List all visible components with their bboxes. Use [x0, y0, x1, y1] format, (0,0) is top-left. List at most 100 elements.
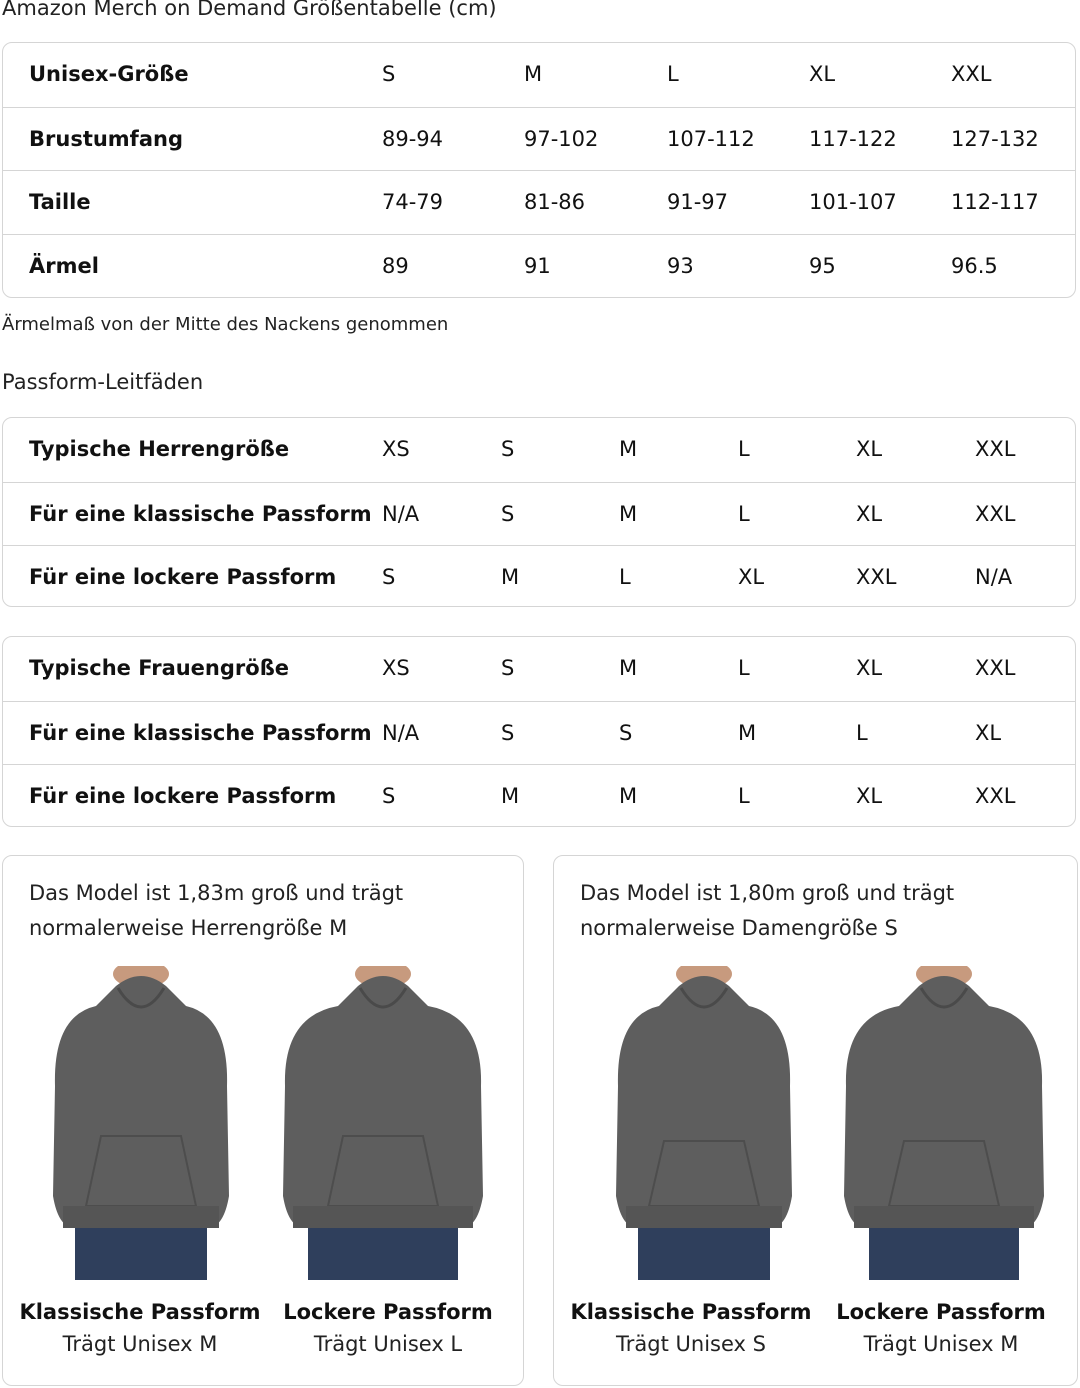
row-label: Typische Herrengröße — [29, 437, 290, 461]
table-cell: 97-102 — [524, 126, 599, 151]
table-cell: XL — [738, 565, 765, 589]
fit-label: Klassische Passform — [570, 1300, 812, 1324]
table-cell: M — [619, 501, 638, 526]
table-row: Unisex-Größe S M L XL XXL — [3, 43, 1075, 107]
fit-label: Lockere Passform — [283, 1300, 493, 1324]
table-cell: L — [619, 565, 631, 589]
table-cell: S — [501, 720, 515, 745]
table-cell: XL — [975, 720, 1002, 745]
table-cell: L — [667, 62, 679, 86]
table-cell: N/A — [382, 720, 420, 745]
table-cell: N/A — [382, 501, 420, 526]
fit-size: Trägt Unisex M — [62, 1332, 218, 1356]
hoodie-model-photo — [36, 960, 246, 1280]
table-cell: XL — [856, 437, 883, 461]
women-fit-table: Typische Frauengröße XS S M L XL XXL Für eine k… — [2, 636, 1076, 827]
table-cell: 93 — [667, 253, 694, 278]
row-label: Für eine klassische Passform — [29, 720, 372, 745]
table-cell: XL — [856, 656, 883, 680]
table-cell: 74-79 — [382, 190, 444, 214]
table-cell: 127-132 — [951, 126, 1039, 151]
table-cell: 91 — [524, 253, 551, 278]
table-row: Typische Herrengröße XS S M L XL XXL — [3, 418, 1075, 482]
table-cell: XL — [809, 62, 836, 86]
table-cell: XXL — [975, 437, 1016, 461]
hoodie-model-photo — [839, 960, 1049, 1280]
table-row: Für eine klassische Passform N/A S M L XL XXL — [3, 481, 1075, 546]
men-fit-table: Typische Herrengröße XS S M L XL XXL Für eine k… — [2, 417, 1076, 607]
table-cell: 112-117 — [951, 190, 1039, 214]
fit-guide-heading: Passform-Leitfäden — [2, 370, 204, 394]
page-title: Amazon Merch on Demand Größentabelle (cm… — [2, 0, 497, 20]
table-cell: M — [738, 720, 757, 745]
table-cell: 107-112 — [667, 126, 755, 151]
row-label: Typische Frauengröße — [29, 656, 290, 680]
table-cell: XXL — [975, 656, 1016, 680]
table-cell: M — [619, 784, 638, 808]
table-cell: L — [738, 656, 750, 680]
table-cell: L — [856, 720, 868, 745]
table-row: Typische Frauengröße XS S M L XL XXL — [3, 637, 1075, 701]
table-row: Für eine lockere Passform S M M L XL XXL — [3, 764, 1075, 826]
fit-size: Trägt Unisex M — [863, 1332, 1019, 1356]
table-cell: L — [738, 501, 750, 526]
table-row: Brustumfang 89-94 97-102 107-112 117-122 127-… — [3, 106, 1075, 171]
table-cell: XL — [856, 784, 883, 808]
table-row: Taille 74-79 81-86 91-97 101-107 112-117 — [3, 170, 1075, 234]
table-cell: S — [382, 62, 396, 86]
table-row: Für eine lockere Passform S M L XL XXL N/A — [3, 545, 1075, 606]
table-cell: XXL — [951, 62, 992, 86]
row-label: Für eine klassische Passform — [29, 501, 372, 526]
model-description: Das Model ist 1,83m groß und trägt norma… — [29, 881, 404, 940]
table-cell: 81-86 — [524, 190, 586, 214]
row-label: Für eine lockere Passform — [29, 784, 337, 808]
table-cell: 89-94 — [382, 126, 444, 151]
table-cell: N/A — [975, 565, 1013, 589]
table-cell: S — [501, 437, 515, 461]
fit-size: Trägt Unisex L — [313, 1332, 463, 1356]
women-model-card: Das Model ist 1,80m groß und trägt norma… — [553, 855, 1078, 1386]
table-cell: M — [524, 62, 543, 86]
table-cell: XXL — [975, 784, 1016, 808]
table-cell: M — [501, 565, 520, 589]
table-cell: M — [619, 437, 638, 461]
table-cell: L — [738, 784, 750, 808]
size-table: Unisex-Größe S M L XL XXL Brustumfang 89-94 97-1… — [2, 42, 1076, 298]
table-cell: S — [382, 784, 396, 808]
table-cell: 96.5 — [951, 253, 998, 278]
fit-caption: Klassische Passform Trägt Unisex S — [566, 1300, 816, 1356]
row-label: Ärmel — [29, 253, 99, 278]
table-cell: 91-97 — [667, 190, 729, 214]
table-cell: 89 — [382, 253, 409, 278]
table-cell: 95 — [809, 253, 836, 278]
table-cell: XS — [382, 437, 410, 461]
table-cell: L — [738, 437, 750, 461]
table-cell: M — [501, 784, 520, 808]
table-cell: S — [382, 565, 396, 589]
table-cell: S — [619, 720, 633, 745]
table-cell: XL — [856, 501, 883, 526]
hoodie-model-photo — [278, 960, 488, 1280]
table-cell: XXL — [856, 565, 897, 589]
fit-label: Lockere Passform — [836, 1300, 1046, 1324]
men-model-card: Das Model ist 1,83m groß und trägt norma… — [2, 855, 524, 1386]
table-cell: M — [619, 656, 638, 680]
sleeve-note: Ärmelmaß von der Mitte des Nackens genom… — [2, 314, 449, 335]
table-row: Ärmel 89 91 93 95 96.5 — [3, 233, 1075, 298]
table-cell: S — [501, 656, 515, 680]
table-row: Für eine klassische Passform N/A S S M L XL — [3, 700, 1075, 765]
fit-size: Trägt Unisex S — [616, 1332, 766, 1356]
model-description: Das Model ist 1,80m groß und trägt norma… — [580, 881, 955, 940]
table-cell: 101-107 — [809, 190, 897, 214]
fit-caption: Klassische Passform Trägt Unisex M — [15, 1300, 265, 1356]
hoodie-model-photo — [599, 960, 809, 1280]
table-cell: S — [501, 501, 515, 526]
table-cell: 117-122 — [809, 126, 897, 151]
fit-caption: Lockere Passform Trägt Unisex M — [816, 1300, 1066, 1356]
table-cell: XS — [382, 656, 410, 680]
row-label: Taille — [29, 190, 91, 214]
fit-label: Klassische Passform — [19, 1300, 261, 1324]
fit-caption: Lockere Passform Trägt Unisex L — [263, 1300, 513, 1356]
table-cell: XXL — [975, 501, 1016, 526]
row-label: Unisex-Größe — [29, 62, 189, 86]
